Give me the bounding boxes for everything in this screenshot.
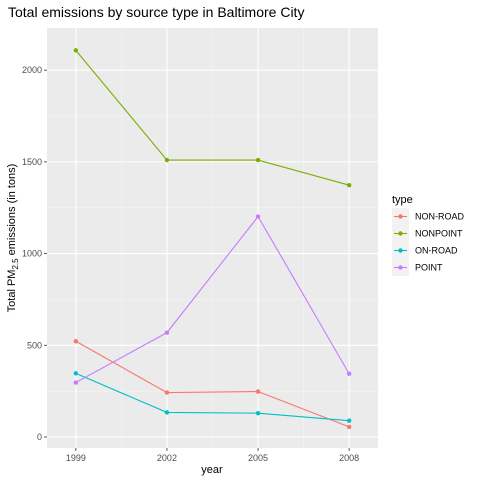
x-tick-label: 1999 [66,453,86,463]
data-point-on-road [73,371,79,376]
y-tick-label: 1500 [22,157,42,167]
data-point-nonpoint [346,182,352,188]
data-point-point [346,371,352,376]
y-tick-label: 2000 [22,65,42,75]
x-tick-label: 2008 [339,453,359,463]
series-lines [75,50,350,428]
series-line-non-road [75,340,350,428]
series-points [73,48,352,430]
legend-label-non-road: NON-ROAD [415,212,464,222]
legend: type NON-ROAD NONPOINT ON-ROAD POINT [392,194,464,276]
data-point-on-road [255,410,261,416]
data-point-on-road [346,418,352,423]
x-tick-label: 2005 [248,453,268,463]
y-axis-title: Total PM2.5 emissions (in tons) [6,164,20,313]
legend-key-point-on-road [398,248,403,253]
data-point-non-road [164,390,170,395]
y-tick-label: 1000 [22,249,42,259]
legend-label-on-road: ON-ROAD [415,246,458,256]
y-tick-label: 500 [27,340,42,350]
data-point-nonpoint [255,157,261,163]
x-axis-title: year [201,464,223,476]
legend-key-point-nonpoint [398,231,403,236]
chart-title: Total emissions by source type in Baltim… [8,4,304,20]
y-tick-label: 0 [37,432,42,442]
series-line-point [75,215,350,384]
legend-label-point: POINT [415,263,443,273]
data-point-on-road [164,410,170,415]
data-point-non-road [73,339,79,344]
legend-label-nonpoint: NONPOINT [415,229,463,239]
data-point-point [73,380,79,385]
data-point-nonpoint [164,157,170,163]
x-axis: 1999 2002 2005 2008 [66,448,359,463]
data-point-nonpoint [73,48,79,53]
y-axis-title-main: Total PM [6,270,18,313]
data-point-non-road [255,389,261,394]
gridlines [47,28,378,448]
data-point-point [164,330,170,335]
series-line-on-road [75,372,350,422]
legend-key-point-non-road [398,214,403,219]
y-axis-title-rest: emissions (in tons) [6,164,18,259]
y-axis: 0 500 1000 1500 2000 [22,65,47,442]
legend-key-point-point [398,265,403,270]
data-point-non-road [346,424,352,430]
y-axis-title-subscript: 2.5 [11,258,20,270]
data-point-point [255,214,261,219]
legend-title: type [392,194,413,206]
x-tick-label: 2002 [157,453,177,463]
series-line-nonpoint [75,50,350,186]
